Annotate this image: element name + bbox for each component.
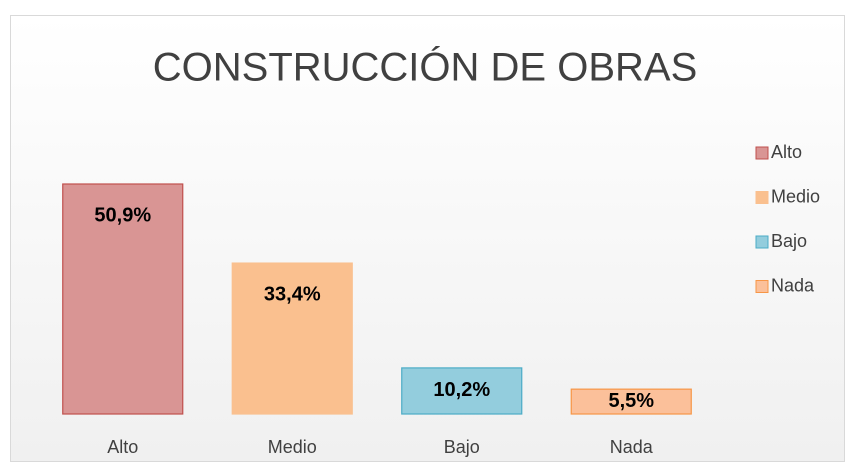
x-tick-label: Alto <box>107 437 138 457</box>
legend-swatch <box>755 280 769 293</box>
legend-swatch <box>755 235 769 249</box>
data-label: 50,9% <box>94 204 151 226</box>
legend-label: Bajo <box>771 231 807 251</box>
bar <box>62 183 184 415</box>
bar <box>231 262 353 415</box>
legend-swatch <box>755 191 769 204</box>
bar <box>570 388 692 415</box>
x-tick-label: Medio <box>268 437 317 457</box>
x-tick-label: Bajo <box>444 437 480 457</box>
legend-label: Alto <box>771 142 802 162</box>
data-label: 5,5% <box>608 390 654 412</box>
legend-swatch <box>755 146 769 160</box>
data-label: 33,4% <box>264 283 321 305</box>
legend-label: Nada <box>771 275 815 295</box>
chart-title: CONSTRUCCIÓN DE OBRAS <box>153 45 698 90</box>
x-tick-label: Nada <box>610 437 654 457</box>
data-label: 10,2% <box>433 379 490 401</box>
bar <box>401 367 523 415</box>
legend-label: Medio <box>771 186 820 206</box>
